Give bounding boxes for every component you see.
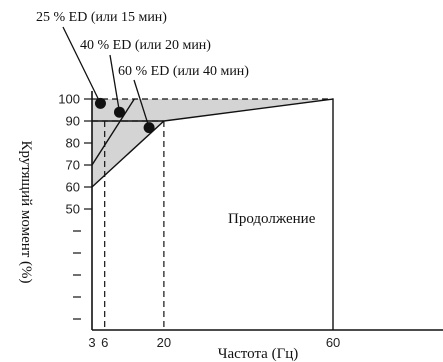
y-tick-label-60: 60: [66, 180, 80, 195]
series-label-60: 60 % ED (или 40 мин): [118, 64, 249, 79]
series-label-40: 40 % ED (или 20 мин): [80, 38, 211, 53]
series-leader-line-1: [109, 54, 121, 113]
series-label-25: 25 % ED (или 15 мин): [36, 10, 167, 25]
y-tick-label-50: 50: [66, 202, 80, 217]
labels-layer: Крутящий момент (%) Частота (Гц) Продолж…: [18, 10, 316, 362]
continuous-region-label: Продолжение: [228, 211, 316, 227]
short-time-overload-area: [92, 99, 333, 187]
y-axis-label: Крутящий момент (%): [18, 140, 34, 283]
x-axis-label: Частота (Гц): [218, 346, 299, 362]
y-tick-label-90: 90: [66, 114, 80, 129]
x-tick-label-3: 3: [88, 335, 95, 350]
series-leader-line-0: [62, 26, 102, 104]
x-tick-label-6: 6: [101, 335, 108, 350]
series-leader-line-2: [133, 79, 150, 128]
x-tick-label-20: 20: [157, 335, 171, 350]
x-tick-label-60: 60: [326, 335, 340, 350]
series-marker-2: [143, 122, 155, 134]
axes-layer: 100 90 80 70 60 50 3 6 20 60: [58, 91, 443, 350]
y-tick-label-70: 70: [66, 158, 80, 173]
y-tick-label-80: 80: [66, 136, 80, 151]
line-layer: [91, 97, 334, 330]
series-line-1: [91, 98, 135, 166]
y-tick-label-100: 100: [58, 92, 80, 107]
shaded-region-layer: [92, 99, 333, 187]
rated-torque-line: [92, 98, 334, 330]
